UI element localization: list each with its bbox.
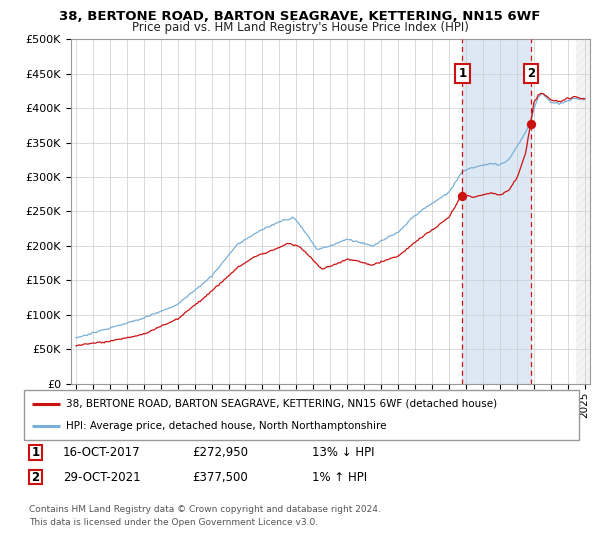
FancyBboxPatch shape xyxy=(29,445,41,460)
Text: 2: 2 xyxy=(527,67,535,80)
Text: 38, BERTONE ROAD, BARTON SEAGRAVE, KETTERING, NN15 6WF: 38, BERTONE ROAD, BARTON SEAGRAVE, KETTE… xyxy=(59,10,541,23)
Point xyxy=(526,119,536,128)
Bar xyxy=(576,39,600,384)
Text: 16-OCT-2017: 16-OCT-2017 xyxy=(63,446,140,459)
Text: Contains HM Land Registry data © Crown copyright and database right 2024.
This d: Contains HM Land Registry data © Crown c… xyxy=(29,505,380,526)
FancyBboxPatch shape xyxy=(29,470,41,484)
Text: Price paid vs. HM Land Registry's House Price Index (HPI): Price paid vs. HM Land Registry's House … xyxy=(131,21,469,34)
Text: £272,950: £272,950 xyxy=(192,446,248,459)
Text: 1: 1 xyxy=(31,446,40,459)
Text: 1% ↑ HPI: 1% ↑ HPI xyxy=(312,470,367,484)
Text: 2: 2 xyxy=(31,470,40,484)
Text: 13% ↓ HPI: 13% ↓ HPI xyxy=(312,446,374,459)
Point xyxy=(458,191,467,200)
Text: 1: 1 xyxy=(458,67,466,80)
FancyBboxPatch shape xyxy=(24,390,579,440)
Text: £377,500: £377,500 xyxy=(192,470,248,484)
Text: 38, BERTONE ROAD, BARTON SEAGRAVE, KETTERING, NN15 6WF (detached house): 38, BERTONE ROAD, BARTON SEAGRAVE, KETTE… xyxy=(65,399,497,409)
Bar xyxy=(463,39,531,384)
Text: 29-OCT-2021: 29-OCT-2021 xyxy=(63,470,140,484)
Text: HPI: Average price, detached house, North Northamptonshire: HPI: Average price, detached house, Nort… xyxy=(65,421,386,431)
